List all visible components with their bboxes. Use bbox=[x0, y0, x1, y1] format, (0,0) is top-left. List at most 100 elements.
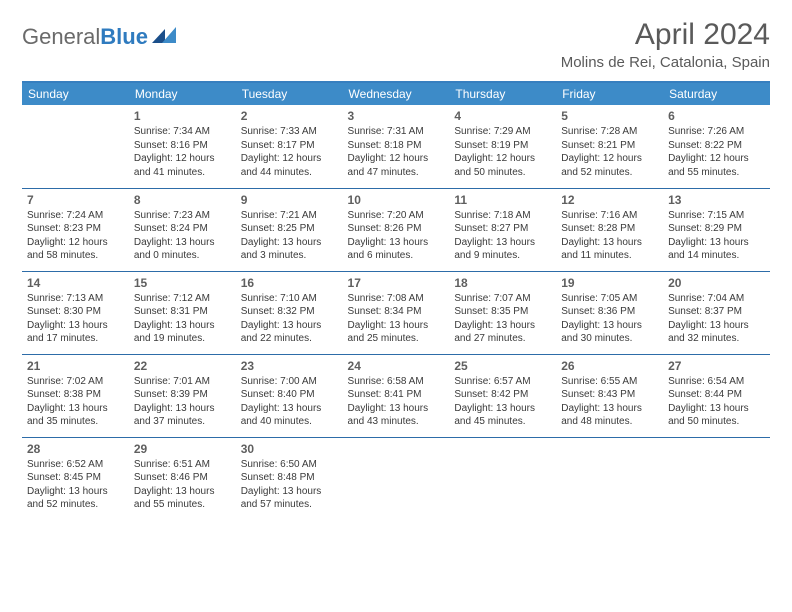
calendar-cell bbox=[343, 437, 450, 520]
calendar-cell: 16Sunrise: 7:10 AMSunset: 8:32 PMDayligh… bbox=[236, 271, 343, 354]
sunset-line: Sunset: 8:18 PM bbox=[348, 139, 445, 153]
sunset-line: Sunset: 8:39 PM bbox=[134, 388, 231, 402]
calendar-cell: 12Sunrise: 7:16 AMSunset: 8:28 PMDayligh… bbox=[556, 188, 663, 271]
day-number: 8 bbox=[134, 192, 231, 208]
day-number: 30 bbox=[241, 441, 338, 457]
daylight-line: Daylight: 13 hours and 22 minutes. bbox=[241, 319, 338, 346]
day-number: 13 bbox=[668, 192, 765, 208]
month-title: April 2024 bbox=[561, 18, 770, 52]
sunrise-line: Sunrise: 7:04 AM bbox=[668, 292, 765, 306]
header: GeneralBlue April 2024 Molins de Rei, Ca… bbox=[22, 18, 770, 71]
day-header: Friday bbox=[556, 82, 663, 105]
day-number: 27 bbox=[668, 358, 765, 374]
calendar-week-row: 14Sunrise: 7:13 AMSunset: 8:30 PMDayligh… bbox=[22, 271, 770, 354]
sunset-line: Sunset: 8:40 PM bbox=[241, 388, 338, 402]
sunrise-line: Sunrise: 7:10 AM bbox=[241, 292, 338, 306]
sunrise-line: Sunrise: 7:20 AM bbox=[348, 209, 445, 223]
sunrise-line: Sunrise: 7:15 AM bbox=[668, 209, 765, 223]
calendar-cell: 3Sunrise: 7:31 AMSunset: 8:18 PMDaylight… bbox=[343, 105, 450, 188]
calendar-cell: 18Sunrise: 7:07 AMSunset: 8:35 PMDayligh… bbox=[449, 271, 556, 354]
daylight-line: Daylight: 12 hours and 50 minutes. bbox=[454, 152, 551, 179]
sunrise-line: Sunrise: 7:08 AM bbox=[348, 292, 445, 306]
sunrise-line: Sunrise: 7:16 AM bbox=[561, 209, 658, 223]
sunset-line: Sunset: 8:27 PM bbox=[454, 222, 551, 236]
calendar-cell: 4Sunrise: 7:29 AMSunset: 8:19 PMDaylight… bbox=[449, 105, 556, 188]
daylight-line: Daylight: 13 hours and 9 minutes. bbox=[454, 236, 551, 263]
day-number: 24 bbox=[348, 358, 445, 374]
sunrise-line: Sunrise: 7:01 AM bbox=[134, 375, 231, 389]
sunrise-line: Sunrise: 7:29 AM bbox=[454, 125, 551, 139]
day-number: 5 bbox=[561, 108, 658, 124]
daylight-line: Daylight: 13 hours and 32 minutes. bbox=[668, 319, 765, 346]
sunset-line: Sunset: 8:24 PM bbox=[134, 222, 231, 236]
sunrise-line: Sunrise: 7:18 AM bbox=[454, 209, 551, 223]
daylight-line: Daylight: 13 hours and 0 minutes. bbox=[134, 236, 231, 263]
daylight-line: Daylight: 13 hours and 27 minutes. bbox=[454, 319, 551, 346]
day-header: Tuesday bbox=[236, 82, 343, 105]
logo: GeneralBlue bbox=[22, 24, 178, 50]
calendar-cell: 27Sunrise: 6:54 AMSunset: 8:44 PMDayligh… bbox=[663, 354, 770, 437]
sunrise-line: Sunrise: 7:26 AM bbox=[668, 125, 765, 139]
sunrise-line: Sunrise: 7:12 AM bbox=[134, 292, 231, 306]
calendar-cell: 14Sunrise: 7:13 AMSunset: 8:30 PMDayligh… bbox=[22, 271, 129, 354]
calendar-cell: 9Sunrise: 7:21 AMSunset: 8:25 PMDaylight… bbox=[236, 188, 343, 271]
calendar-cell bbox=[663, 437, 770, 520]
daylight-line: Daylight: 13 hours and 6 minutes. bbox=[348, 236, 445, 263]
daylight-line: Daylight: 13 hours and 40 minutes. bbox=[241, 402, 338, 429]
day-header: Sunday bbox=[22, 82, 129, 105]
day-number: 9 bbox=[241, 192, 338, 208]
daylight-line: Daylight: 13 hours and 19 minutes. bbox=[134, 319, 231, 346]
calendar-cell bbox=[22, 105, 129, 188]
daylight-line: Daylight: 12 hours and 41 minutes. bbox=[134, 152, 231, 179]
calendar-cell: 19Sunrise: 7:05 AMSunset: 8:36 PMDayligh… bbox=[556, 271, 663, 354]
day-header-row: SundayMondayTuesdayWednesdayThursdayFrid… bbox=[22, 82, 770, 105]
sunrise-line: Sunrise: 7:02 AM bbox=[27, 375, 124, 389]
daylight-line: Daylight: 13 hours and 57 minutes. bbox=[241, 485, 338, 512]
day-number: 23 bbox=[241, 358, 338, 374]
sunrise-line: Sunrise: 6:50 AM bbox=[241, 458, 338, 472]
sunrise-line: Sunrise: 7:33 AM bbox=[241, 125, 338, 139]
day-number: 2 bbox=[241, 108, 338, 124]
daylight-line: Daylight: 12 hours and 55 minutes. bbox=[668, 152, 765, 179]
sunrise-line: Sunrise: 7:13 AM bbox=[27, 292, 124, 306]
sunrise-line: Sunrise: 7:07 AM bbox=[454, 292, 551, 306]
day-number: 3 bbox=[348, 108, 445, 124]
daylight-line: Daylight: 13 hours and 52 minutes. bbox=[27, 485, 124, 512]
day-number: 14 bbox=[27, 275, 124, 291]
sunrise-line: Sunrise: 7:34 AM bbox=[134, 125, 231, 139]
logo-part2: Blue bbox=[100, 24, 148, 49]
daylight-line: Daylight: 13 hours and 30 minutes. bbox=[561, 319, 658, 346]
calendar-cell: 21Sunrise: 7:02 AMSunset: 8:38 PMDayligh… bbox=[22, 354, 129, 437]
sunrise-line: Sunrise: 6:52 AM bbox=[27, 458, 124, 472]
calendar-cell: 11Sunrise: 7:18 AMSunset: 8:27 PMDayligh… bbox=[449, 188, 556, 271]
sunset-line: Sunset: 8:46 PM bbox=[134, 471, 231, 485]
location-text: Molins de Rei, Catalonia, Spain bbox=[561, 54, 770, 71]
calendar-cell: 15Sunrise: 7:12 AMSunset: 8:31 PMDayligh… bbox=[129, 271, 236, 354]
calendar-cell: 10Sunrise: 7:20 AMSunset: 8:26 PMDayligh… bbox=[343, 188, 450, 271]
calendar-week-row: 21Sunrise: 7:02 AMSunset: 8:38 PMDayligh… bbox=[22, 354, 770, 437]
sunset-line: Sunset: 8:42 PM bbox=[454, 388, 551, 402]
day-number: 11 bbox=[454, 192, 551, 208]
day-number: 4 bbox=[454, 108, 551, 124]
day-number: 12 bbox=[561, 192, 658, 208]
sunrise-line: Sunrise: 7:28 AM bbox=[561, 125, 658, 139]
calendar-week-row: 7Sunrise: 7:24 AMSunset: 8:23 PMDaylight… bbox=[22, 188, 770, 271]
daylight-line: Daylight: 13 hours and 11 minutes. bbox=[561, 236, 658, 263]
day-number: 16 bbox=[241, 275, 338, 291]
sunset-line: Sunset: 8:23 PM bbox=[27, 222, 124, 236]
sunset-line: Sunset: 8:21 PM bbox=[561, 139, 658, 153]
calendar-cell: 8Sunrise: 7:23 AMSunset: 8:24 PMDaylight… bbox=[129, 188, 236, 271]
daylight-line: Daylight: 13 hours and 45 minutes. bbox=[454, 402, 551, 429]
sunset-line: Sunset: 8:36 PM bbox=[561, 305, 658, 319]
calendar-cell: 17Sunrise: 7:08 AMSunset: 8:34 PMDayligh… bbox=[343, 271, 450, 354]
daylight-line: Daylight: 13 hours and 55 minutes. bbox=[134, 485, 231, 512]
day-number: 15 bbox=[134, 275, 231, 291]
day-number: 19 bbox=[561, 275, 658, 291]
calendar-cell: 24Sunrise: 6:58 AMSunset: 8:41 PMDayligh… bbox=[343, 354, 450, 437]
sunset-line: Sunset: 8:34 PM bbox=[348, 305, 445, 319]
sunset-line: Sunset: 8:38 PM bbox=[27, 388, 124, 402]
calendar-cell: 20Sunrise: 7:04 AMSunset: 8:37 PMDayligh… bbox=[663, 271, 770, 354]
calendar-week-row: 1Sunrise: 7:34 AMSunset: 8:16 PMDaylight… bbox=[22, 105, 770, 188]
sunset-line: Sunset: 8:16 PM bbox=[134, 139, 231, 153]
day-number: 25 bbox=[454, 358, 551, 374]
